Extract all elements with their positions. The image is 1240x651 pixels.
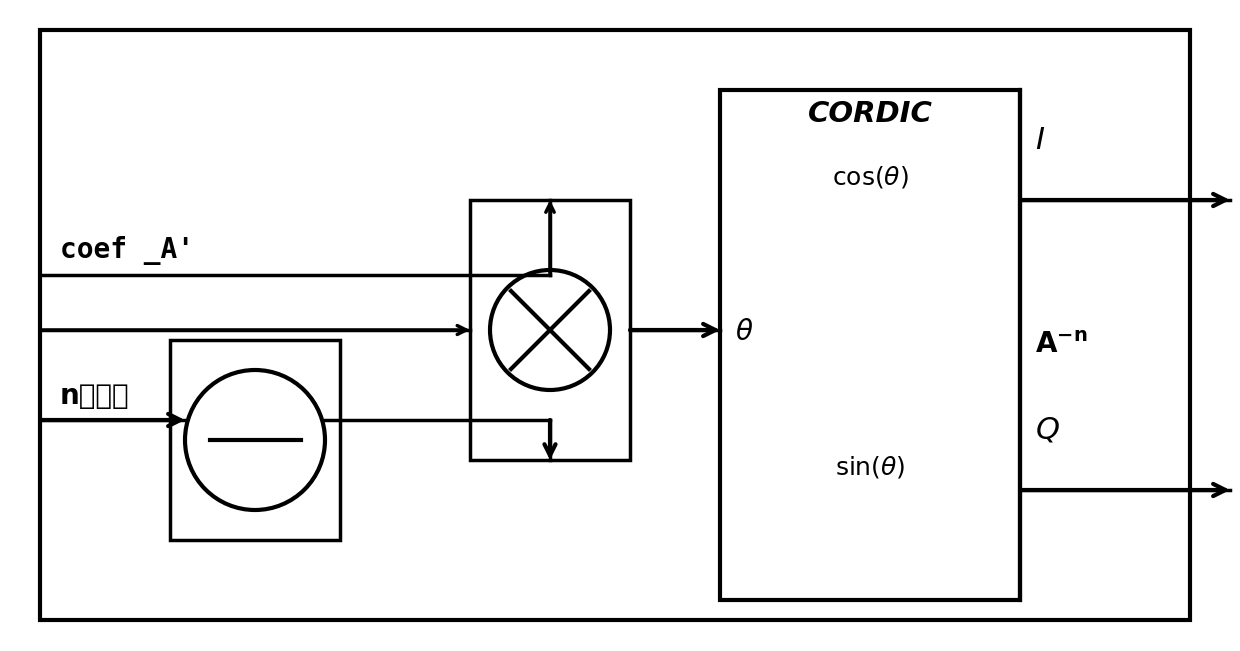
Text: coef _A': coef _A'	[60, 236, 193, 265]
Text: CORDIC: CORDIC	[807, 100, 932, 128]
Text: $\mathit{I}$: $\mathit{I}$	[1035, 126, 1045, 155]
Circle shape	[185, 370, 325, 510]
Bar	[720, 90, 1021, 600]
Text: n计数器: n计数器	[60, 382, 130, 410]
Text: $\sin(\theta)$: $\sin(\theta)$	[835, 454, 905, 480]
Text: $\theta$: $\theta$	[735, 318, 754, 346]
Circle shape	[490, 270, 610, 390]
Text: $\cos(\theta)$: $\cos(\theta)$	[832, 164, 909, 190]
Text: $\mathit{Q}$: $\mathit{Q}$	[1035, 416, 1060, 445]
Bar	[170, 340, 340, 540]
Text: $\mathbf{A^{-n}}$: $\mathbf{A^{-n}}$	[1035, 331, 1087, 359]
Bar	[470, 200, 630, 460]
